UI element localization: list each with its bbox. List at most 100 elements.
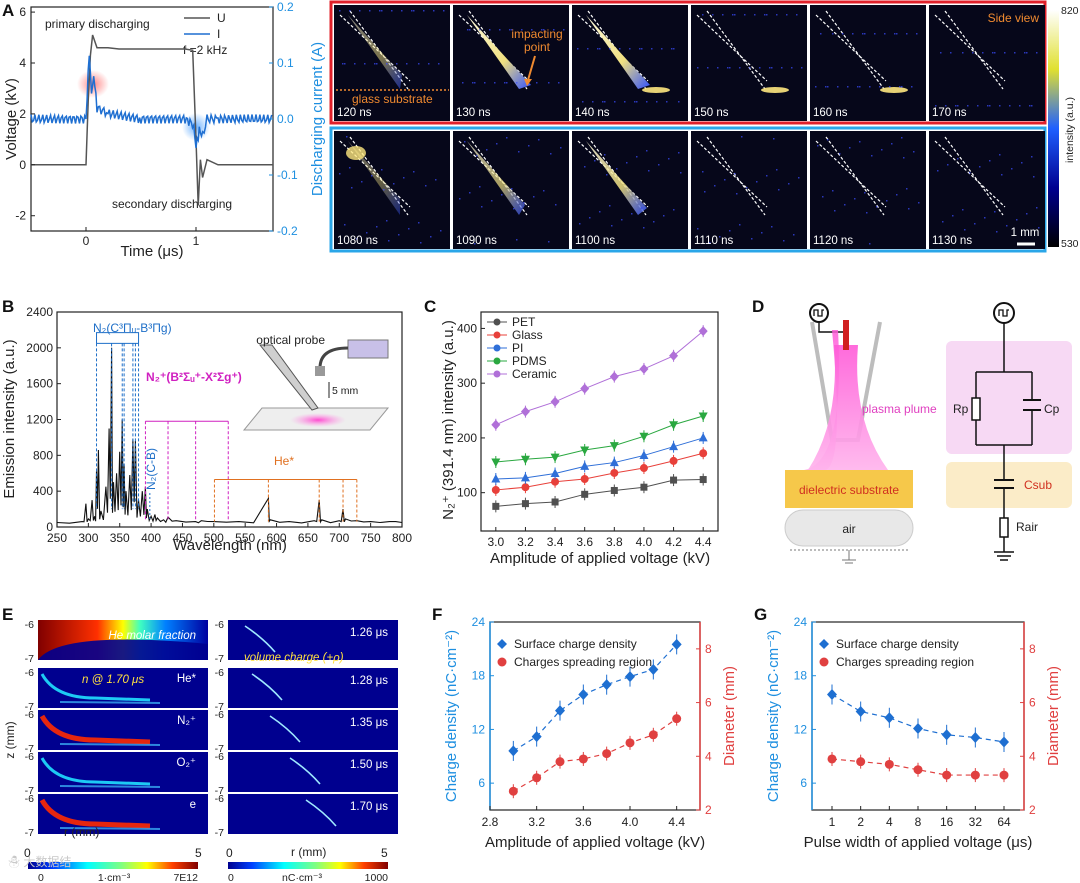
noise-pixel	[528, 145, 530, 147]
species-label: e	[190, 799, 196, 811]
noise-pixel	[724, 179, 726, 181]
charge-front	[251, 673, 283, 701]
y2-axis-label: Diameter (mm)	[1045, 666, 1062, 766]
cbar-min: 530	[1061, 238, 1079, 250]
noise-pixel	[609, 205, 611, 207]
panel-b-spectrum: 250 300 350 400 450 500 550 600 650 700 750 800 0 400…	[1, 305, 412, 554]
charge-front	[289, 757, 321, 785]
x-axis-label: Pulse width of applied voltage (μs)	[804, 834, 1033, 851]
data-point	[639, 450, 649, 459]
charge-point	[648, 663, 659, 675]
noise-pixel	[673, 209, 675, 211]
noise-pixel	[467, 29, 469, 31]
y-tick-label: 6	[800, 776, 807, 790]
noise-pixel	[629, 48, 631, 50]
noise-pixel	[766, 14, 768, 16]
noise-pixel	[379, 10, 381, 12]
impact-spot	[761, 87, 789, 93]
cb1-max: 7E12	[173, 872, 198, 883]
z-tick: -6	[25, 619, 34, 631]
noise-pixel	[1014, 52, 1016, 54]
data-point	[609, 457, 619, 467]
noise-pixel	[548, 241, 550, 243]
frame-time-label: 140 ns	[575, 107, 610, 119]
z-tick: -7	[25, 743, 34, 755]
noise-pixel	[435, 179, 437, 181]
z-tick: -7	[215, 785, 224, 797]
legend-marker	[493, 370, 501, 378]
charge-point	[855, 706, 866, 718]
inset-probe-head	[347, 339, 389, 359]
volume-charge-label: volume charge (+ρ)	[244, 652, 344, 664]
noise-pixel	[937, 170, 939, 172]
cb1-mid: 1·cm⁻³	[98, 872, 131, 883]
noise-pixel	[604, 154, 606, 156]
data-point	[521, 483, 530, 492]
noise-pixel	[869, 243, 871, 245]
noise-pixel	[381, 10, 383, 12]
noise-pixel	[1036, 52, 1038, 54]
noise-pixel	[759, 67, 761, 69]
data-point	[491, 419, 501, 430]
panel-a-waveform: primary discharging secondary dischargin…	[3, 0, 326, 260]
legend-label-1: Surface charge density	[836, 637, 959, 651]
panel-label-f: F	[432, 605, 442, 624]
noise-pixel	[342, 63, 344, 65]
noise-pixel	[344, 63, 346, 65]
air-label: air	[842, 522, 855, 536]
noise-pixel	[513, 208, 515, 210]
capillary-outline	[815, 10, 887, 90]
noise-pixel	[616, 168, 618, 170]
noise-pixel	[894, 33, 896, 35]
noise-pixel	[643, 227, 645, 229]
charge-point	[884, 712, 895, 724]
y2-tick-label: 4	[1029, 749, 1036, 763]
species-label: He*	[177, 673, 197, 685]
noise-pixel	[979, 166, 981, 168]
noise-pixel	[501, 194, 503, 196]
noise-pixel	[771, 67, 773, 69]
y2-tick-label: 2	[705, 803, 712, 817]
noise-pixel	[553, 29, 555, 31]
noise-pixel	[781, 67, 783, 69]
x-tick-label: 700	[329, 531, 349, 545]
frame-time-label: 1110 ns	[694, 235, 733, 247]
freq-label: f =2 kHz	[183, 43, 227, 57]
x-tick-label: 3.6	[576, 535, 593, 549]
noise-pixel	[516, 239, 518, 241]
y-tick-label: 400	[33, 484, 53, 498]
y-tick-label: 1600	[26, 377, 53, 391]
time-label: 1.70 μs	[350, 801, 388, 813]
electrode	[843, 320, 849, 350]
noise-pixel	[977, 105, 979, 107]
intensity-colorbar	[1048, 10, 1059, 247]
z-tick: -7	[215, 653, 224, 665]
y2-tick-label: 8	[705, 642, 712, 656]
noise-pixel	[391, 10, 393, 12]
noise-pixel	[641, 207, 643, 209]
noise-pixel	[538, 139, 540, 141]
substrate-label: dielectric substrate	[799, 483, 899, 497]
noise-pixel	[967, 105, 969, 107]
r0-right: 0	[226, 846, 233, 860]
noise-pixel	[1031, 156, 1033, 158]
y-tick-label: 18	[794, 669, 808, 683]
noise-pixel	[791, 67, 793, 69]
noise-pixel	[871, 155, 873, 157]
noise-pixel	[1009, 105, 1011, 107]
noise-pixel	[771, 226, 773, 228]
noise-pixel	[739, 224, 741, 226]
image-frame	[453, 5, 569, 121]
rp-resistor	[971, 397, 981, 421]
noise-pixel	[732, 14, 734, 16]
r-label-left: r (mm)	[64, 825, 99, 839]
noise-pixel	[673, 48, 675, 50]
species-streak	[59, 743, 161, 746]
noise-pixel	[989, 160, 991, 162]
species-streak	[40, 673, 151, 702]
noise-pixel	[614, 101, 616, 103]
y2-axis-label: Discharging current (A)	[309, 42, 326, 196]
data-point	[610, 468, 619, 477]
noise-pixel	[697, 228, 699, 230]
